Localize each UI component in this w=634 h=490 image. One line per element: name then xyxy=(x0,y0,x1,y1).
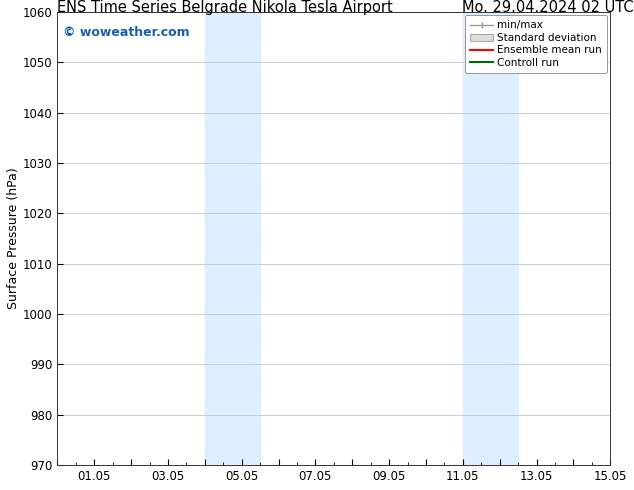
Legend: min/max, Standard deviation, Ensemble mean run, Controll run: min/max, Standard deviation, Ensemble me… xyxy=(465,15,607,74)
Text: Mo. 29.04.2024 02 UTC: Mo. 29.04.2024 02 UTC xyxy=(462,0,634,15)
Bar xyxy=(205,12,260,465)
Y-axis label: Surface Pressure (hPa): Surface Pressure (hPa) xyxy=(7,168,20,310)
Text: ENS Time Series Belgrade Nikola Tesla Airport: ENS Time Series Belgrade Nikola Tesla Ai… xyxy=(57,0,393,15)
Text: © woweather.com: © woweather.com xyxy=(63,25,190,39)
Bar xyxy=(463,12,518,465)
